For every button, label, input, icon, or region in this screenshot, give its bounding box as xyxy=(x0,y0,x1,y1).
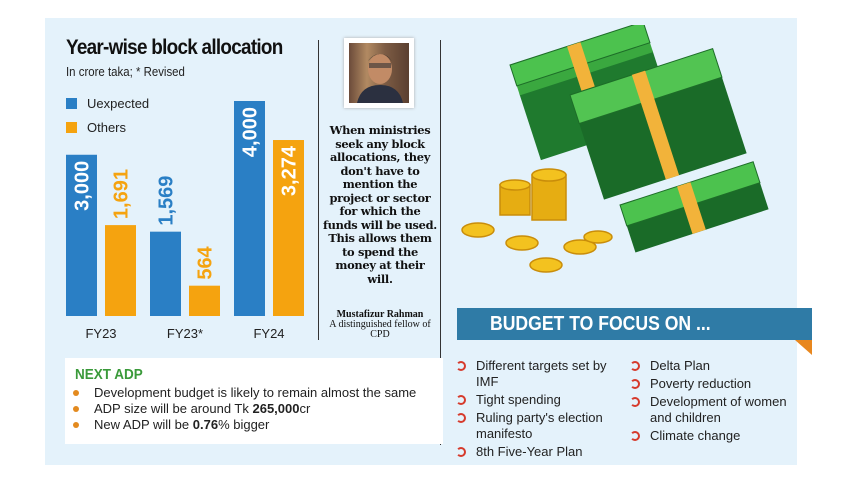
next-adp-box: NEXT ADP Development budget is likely to… xyxy=(65,358,443,444)
arrow-bullet-icon xyxy=(630,361,640,371)
money-illustration xyxy=(461,25,769,273)
author-title: A distinguished fellow of CPD xyxy=(329,319,431,340)
arrow-bullet-icon xyxy=(456,361,466,371)
arrow-bullet-icon xyxy=(630,379,640,389)
author-name: Mustafizur Rahman xyxy=(336,309,424,320)
adp-item-text: New ADP will be 0.76% bigger xyxy=(94,417,270,432)
bar-FY24-Others xyxy=(273,140,304,316)
focus-item-text: Poverty reduction xyxy=(650,376,752,391)
arrow-bullet-icon xyxy=(630,431,640,441)
focus-list-right: Delta Plan Poverty reduction Development o… xyxy=(630,358,805,446)
bullet-icon xyxy=(73,390,79,396)
legend-swatch xyxy=(66,98,77,109)
focus-item-text: Climate change xyxy=(650,428,741,443)
x-tick-label: FY23* xyxy=(167,326,203,341)
focus-item-text: Ruling party's election manifesto xyxy=(476,410,603,441)
focus-item: Development of women and children xyxy=(630,394,805,426)
adp-item: Development budget is likely to remain a… xyxy=(73,385,416,401)
focus-item: Climate change xyxy=(630,428,805,444)
coins-icon xyxy=(461,168,613,273)
focus-item-text: Development of women and children xyxy=(650,394,787,425)
bar-FY23*-Others xyxy=(189,285,220,316)
arrow-bullet-icon xyxy=(456,395,466,405)
legend-swatch xyxy=(66,122,77,133)
legend-label: Others xyxy=(87,120,127,135)
bar-value-label: 4,000 xyxy=(240,107,262,157)
arrow-bullet-icon xyxy=(630,397,640,407)
adp-item-text: ADP size will be around Tk 265,000cr xyxy=(94,401,311,416)
bar-value-label: 1,691 xyxy=(111,169,133,219)
bullet-icon xyxy=(73,406,79,412)
legend-label: Uexpected xyxy=(87,96,150,111)
x-tick-label: FY24 xyxy=(253,326,284,341)
focus-item-text: 8th Five-Year Plan xyxy=(476,444,583,459)
adp-item: New ADP will be 0.76% bigger xyxy=(73,417,416,433)
focus-item-text: Delta Plan xyxy=(650,358,710,373)
focus-item-text: Tight spending xyxy=(476,392,561,407)
bar-value-label: 3,000 xyxy=(72,161,94,211)
bar-FY23-Uexpected xyxy=(66,154,97,316)
adp-item: ADP size will be around Tk 265,000cr xyxy=(73,401,416,417)
bar-value-label: 3,274 xyxy=(279,145,301,196)
budget-focus-banner: BUDGET TO FOCUS ON ... xyxy=(457,308,812,340)
quote-text: When ministries seek any block allocatio… xyxy=(323,123,437,286)
focus-item: 8th Five-Year Plan xyxy=(456,444,631,460)
focus-item: Ruling party's election manifesto xyxy=(456,410,631,442)
divider xyxy=(318,40,319,340)
focus-item: Tight spending xyxy=(456,392,631,408)
bar-value-label: 1,569 xyxy=(156,176,178,226)
bar-chart: 3,000 1,691 FY23 1,569 564 FY23* 4,000 3,274 FY2… xyxy=(66,101,304,341)
x-tick-label: FY23 xyxy=(85,326,116,341)
quote-author: Mustafizur Rahman A distinguished fellow … xyxy=(322,310,438,340)
author-photo xyxy=(344,38,414,108)
legend-item-others: Others xyxy=(66,120,126,135)
bar-FY23-Others xyxy=(105,225,136,316)
focus-item-text: Different targets set by IMF xyxy=(476,358,607,389)
chart-subtitle: In crore taka; * Revised xyxy=(66,64,185,79)
banner-fold xyxy=(795,340,812,355)
next-adp-heading: NEXT ADP xyxy=(75,366,143,383)
bar-value-label: 564 xyxy=(195,245,217,279)
next-adp-list: Development budget is likely to remain a… xyxy=(73,385,416,433)
focus-list-left: Different targets set by IMF Tight spendi… xyxy=(456,358,631,462)
bar-FY24-Uexpected xyxy=(234,101,265,316)
arrow-bullet-icon xyxy=(456,413,466,423)
focus-item: Poverty reduction xyxy=(630,376,805,392)
chart-title: Year-wise block allocation xyxy=(66,36,283,59)
bar-FY23*-Uexpected xyxy=(150,231,181,316)
budget-focus-heading: BUDGET TO FOCUS ON ... xyxy=(490,313,711,335)
cash-stacks-icon xyxy=(509,25,769,253)
divider xyxy=(440,40,441,445)
arrow-bullet-icon xyxy=(456,447,466,457)
legend-item-uexpected: Uexpected xyxy=(66,96,149,111)
adp-item-text: Development budget is likely to remain a… xyxy=(94,385,417,400)
focus-item: Delta Plan xyxy=(630,358,805,374)
bullet-icon xyxy=(73,422,79,428)
focus-item: Different targets set by IMF xyxy=(456,358,631,390)
